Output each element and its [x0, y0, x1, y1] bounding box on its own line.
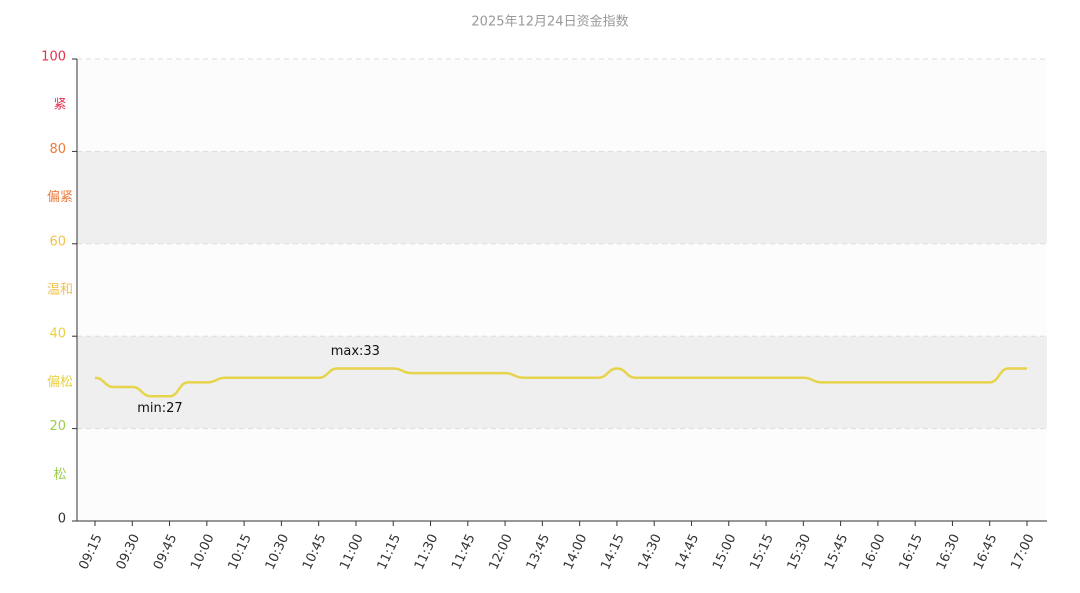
band-label: 松: [53, 467, 66, 482]
x-tick-label: 14:00: [561, 532, 590, 572]
band: [77, 243, 1047, 337]
y-tick-label: 40: [49, 327, 66, 342]
x-tick-label: 11:15: [375, 532, 404, 572]
x-tick-label: 15:15: [747, 532, 776, 572]
x-tick-label: 17:00: [1008, 532, 1037, 572]
x-tick-label: 12:00: [486, 532, 515, 572]
x-tick-label: 09:30: [114, 532, 143, 572]
x-tick-label: 11:45: [449, 532, 478, 572]
x-tick-label: 10:30: [263, 532, 292, 572]
x-tick-label: 10:15: [225, 532, 254, 572]
x-tick-label: 10:00: [188, 532, 217, 572]
y-tick-label: 60: [49, 234, 66, 249]
y-tick-label: 0: [58, 512, 66, 527]
x-tick-label: 13:45: [524, 532, 553, 572]
band: [77, 428, 1047, 521]
band-label: 偏紧: [47, 190, 73, 205]
x-tick-label: 11:30: [412, 532, 441, 572]
band-label: 偏松: [47, 375, 73, 390]
band-label: 紧: [53, 98, 66, 113]
x-tick-label: 10:45: [300, 532, 329, 572]
x-tick-label: 16:30: [934, 532, 963, 572]
x-tick-label: 15:30: [785, 532, 814, 572]
x-tick-label: 09:15: [76, 532, 105, 572]
x-tick-label: 11:00: [337, 532, 366, 572]
line: [94, 367, 1027, 398]
chart-title: 2025年12月24日资金指数: [471, 14, 628, 30]
y-tick-label: 80: [49, 142, 66, 157]
x-tick-label: 09:45: [151, 532, 180, 572]
x-tick-label: 16:15: [897, 532, 926, 572]
band-label: 温和: [47, 283, 73, 298]
band: [77, 59, 1047, 152]
max-annotation: max:33: [331, 344, 380, 359]
x-tick-label: 14:30: [636, 532, 665, 572]
y-tick-label: 100: [41, 50, 66, 65]
min-annotation: min:27: [137, 401, 182, 416]
x-tick-label: 15:00: [710, 532, 739, 572]
y-tick-label: 20: [49, 419, 66, 434]
x-tick-label: 14:15: [598, 532, 627, 572]
band: [77, 151, 1047, 244]
x-tick-label: 14:45: [673, 532, 702, 572]
x-tick-label: 16:45: [971, 532, 1000, 572]
x-tick-label: 16:00: [859, 532, 888, 572]
x-tick-label: 15:45: [822, 532, 851, 572]
